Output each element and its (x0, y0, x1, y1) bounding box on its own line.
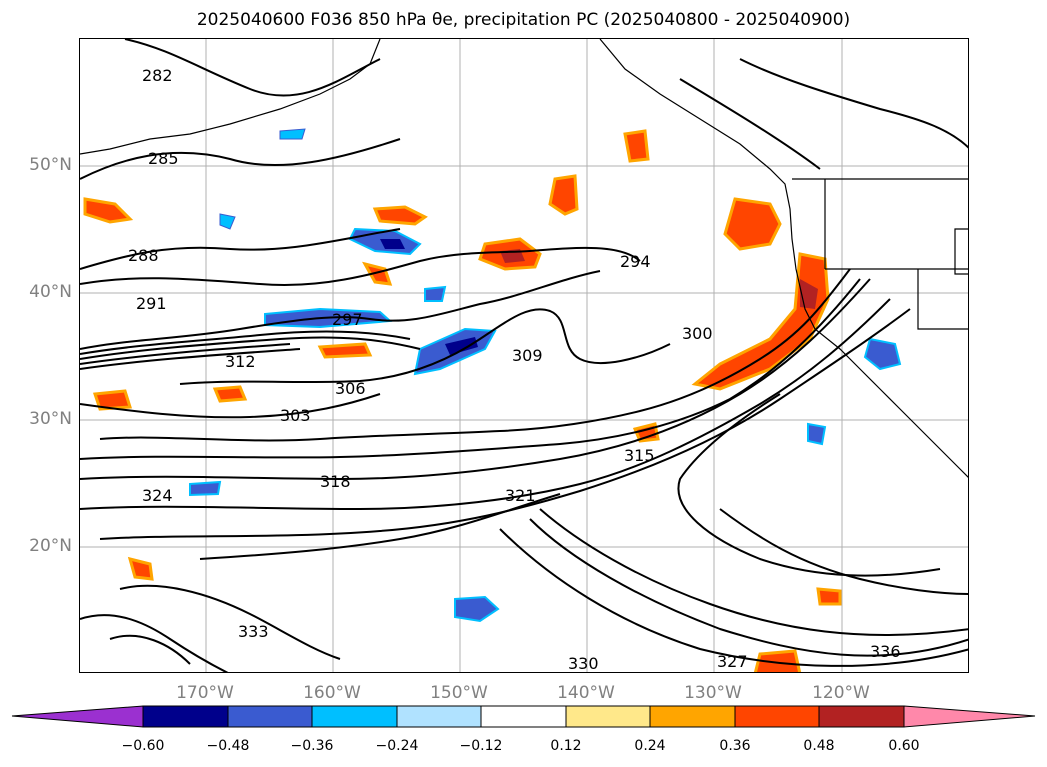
contour-label-315: 315 (624, 446, 655, 465)
colorbar-tick: −0.36 (290, 738, 334, 754)
colorbar-tick: −0.24 (375, 738, 419, 754)
contour-label-288: 288 (128, 246, 159, 265)
lon-label-130w: 130°W (684, 683, 742, 703)
colorbar-cell (649, 705, 736, 728)
lat-label-50n: 50°N (29, 155, 72, 175)
contour-label-312: 312 (225, 352, 256, 371)
contour-label-309: 309 (512, 346, 543, 365)
contour-label-330: 330 (568, 654, 599, 673)
colorbar-cell (903, 705, 1036, 728)
map-canvas: 282 285 288 291 294 297 300 303 306 309 … (80, 39, 968, 673)
coastline (80, 39, 968, 478)
contour-label-291: 291 (136, 294, 167, 313)
colorbar-cell (142, 705, 229, 728)
contour-label-333: 333 (238, 622, 269, 641)
colorbar-cell (734, 705, 820, 728)
colorbar (11, 705, 1036, 728)
contour-label-285: 285 (148, 149, 179, 168)
colorbar-tick: −0.48 (206, 738, 250, 754)
precip-anomaly-patches (83, 128, 902, 672)
colorbar-tick: 0.12 (550, 738, 582, 754)
colorbar-tick: 0.48 (803, 738, 835, 754)
colorbar-cell (818, 705, 905, 728)
contour-label-318: 318 (320, 472, 351, 491)
contour-label-306: 306 (335, 379, 366, 398)
contour-label-324: 324 (142, 486, 173, 505)
colorbar-cell (565, 705, 651, 728)
colorbar-cell (396, 705, 482, 728)
contour-label-300: 300 (682, 324, 713, 343)
lon-label-150w: 150°W (430, 683, 488, 703)
lon-label-120w: 120°W (812, 683, 870, 703)
map-title: 2025040600 F036 850 hPa θe, precipitatio… (196, 10, 851, 30)
contour-label-303: 303 (280, 406, 311, 425)
contour-label-294: 294 (620, 252, 651, 271)
lat-label-40n: 40°N (29, 282, 72, 302)
lat-label-20n: 20°N (29, 536, 72, 556)
colorbar-tick: 0.60 (888, 738, 920, 754)
lat-label-30n: 30°N (29, 409, 72, 429)
theta-e-contours (80, 39, 968, 672)
contour-label-327: 327 (717, 652, 748, 671)
colorbar-cell (480, 705, 567, 728)
colorbar-cell (311, 705, 398, 728)
contour-label-336: 336 (870, 642, 901, 661)
colorbar-tick: −0.12 (459, 738, 503, 754)
colorbar-cell (11, 705, 144, 728)
contour-label-282: 282 (142, 66, 173, 85)
colorbar-cell (227, 705, 313, 728)
lon-label-170w: 170°W (176, 683, 234, 703)
contour-labels: 282 285 288 291 294 297 300 303 306 309 … (128, 66, 901, 673)
contour-label-297: 297 (332, 310, 363, 329)
lon-label-160w: 160°W (303, 683, 361, 703)
map-panel: 282 285 288 291 294 297 300 303 306 309 … (79, 38, 969, 673)
contour-label-321: 321 (505, 486, 536, 505)
colorbar-tick: 0.36 (719, 738, 751, 754)
colorbar-tick: 0.24 (634, 738, 666, 754)
colorbar-tick: −0.60 (121, 738, 165, 754)
lon-label-140w: 140°W (557, 683, 615, 703)
